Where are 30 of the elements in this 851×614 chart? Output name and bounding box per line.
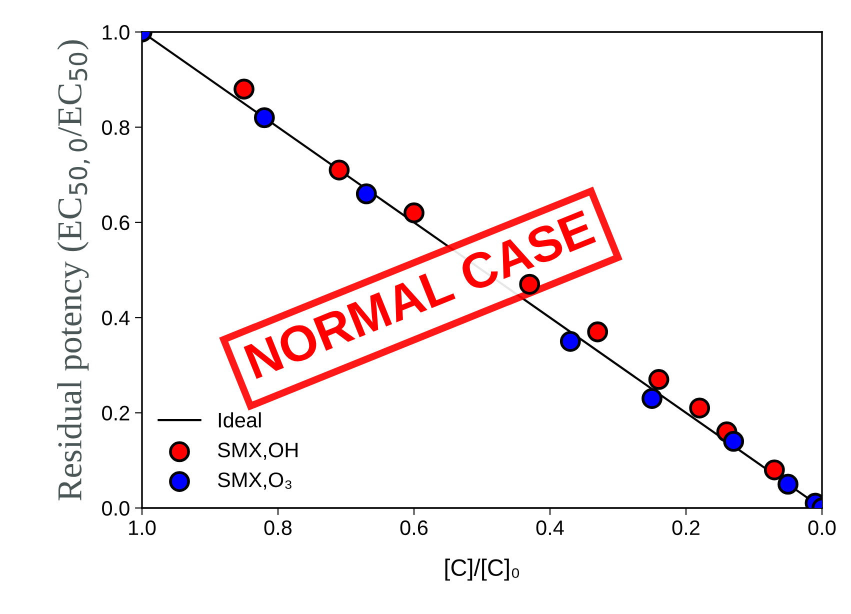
point xyxy=(648,369,670,390)
point xyxy=(356,183,377,204)
point xyxy=(234,78,254,100)
y-axis-title: Residual potency (EC$_{50,0}$/EC$_{50}$) xyxy=(57,40,90,500)
y-tick-label: 0.4 xyxy=(102,310,130,326)
point xyxy=(642,388,662,409)
y-tick-label: 0.8 xyxy=(102,120,130,135)
point xyxy=(328,160,350,180)
x-tick-label: 1.0 xyxy=(129,520,156,536)
x-tick-label: 0.8 xyxy=(264,520,292,536)
legend-label: SMX,OH xyxy=(218,442,298,460)
point xyxy=(689,398,710,418)
x-tick-label: 0.6 xyxy=(400,520,428,536)
x-axis-title: [C]/[C]₀ xyxy=(445,558,520,581)
y-tick-label: 0.6 xyxy=(102,215,130,230)
x-tick-label: 0.4 xyxy=(536,520,564,536)
x-tick-label: 0.0 xyxy=(808,520,836,536)
y-tick-label: 1.0 xyxy=(102,25,130,40)
x-tick-label: 0.2 xyxy=(672,520,700,536)
y-tick-label: 0.0 xyxy=(102,501,130,516)
point xyxy=(560,330,581,352)
point xyxy=(587,321,608,342)
point xyxy=(254,107,275,128)
legend-label: Ideal xyxy=(218,412,261,428)
point xyxy=(723,430,744,452)
point xyxy=(404,202,424,224)
point xyxy=(778,474,798,495)
point xyxy=(764,459,785,480)
legend-label: SMX,O₃ xyxy=(218,472,292,490)
y-tick-label: 0.2 xyxy=(102,406,130,421)
